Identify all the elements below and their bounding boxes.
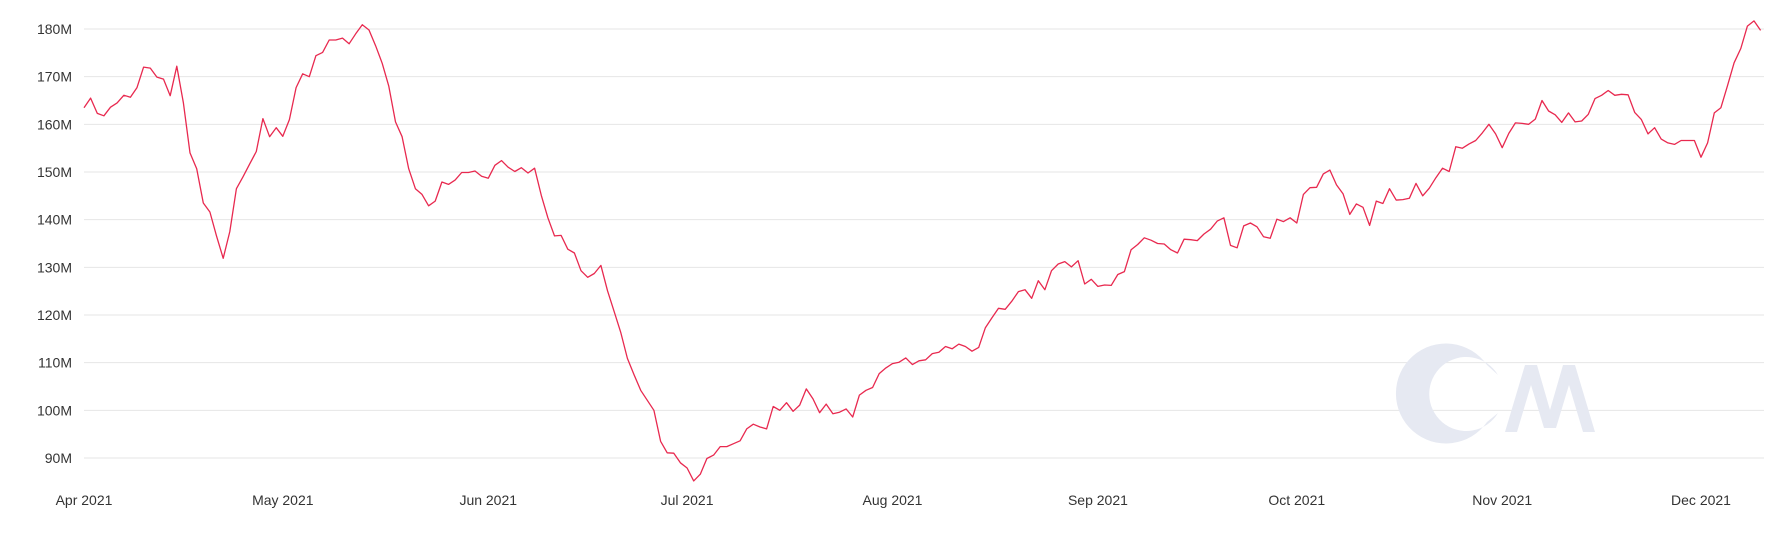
y-axis: 90M 100M 110M 120M 130M 140M 150M 160M 170M 180M <box>37 21 72 466</box>
y-tick-label: 100M <box>37 402 72 418</box>
y-tick-label: 90M <box>45 450 72 466</box>
x-tick-label: Aug 2021 <box>863 492 923 508</box>
x-tick-label: Jul 2021 <box>661 492 714 508</box>
y-tick-label: 180M <box>37 21 72 37</box>
series-line <box>83 20 1762 482</box>
x-tick-label: Sep 2021 <box>1068 492 1128 508</box>
grid-lines <box>84 28 1764 459</box>
x-axis: Apr 2021 May 2021 Jun 2021 Jul 2021 Aug 2021… <box>56 492 1732 508</box>
x-tick-label: Jun 2021 <box>459 492 517 508</box>
x-tick-label: Apr 2021 <box>56 492 113 508</box>
x-tick-label: Oct 2021 <box>1268 492 1325 508</box>
plot-area <box>83 20 1762 482</box>
y-tick-label: 130M <box>37 259 72 275</box>
x-tick-label: May 2021 <box>252 492 314 508</box>
x-tick-label: Dec 2021 <box>1671 492 1731 508</box>
cm-logo-icon <box>1395 343 1595 444</box>
y-tick-label: 170M <box>37 69 72 85</box>
y-tick-label: 160M <box>37 116 72 132</box>
y-tick-label: 120M <box>37 307 72 323</box>
y-tick-label: 140M <box>37 212 72 228</box>
cm-logo-watermark <box>1395 343 1595 444</box>
y-tick-label: 150M <box>37 164 72 180</box>
y-tick-label: 110M <box>38 355 72 371</box>
x-tick-label: Nov 2021 <box>1472 492 1532 508</box>
